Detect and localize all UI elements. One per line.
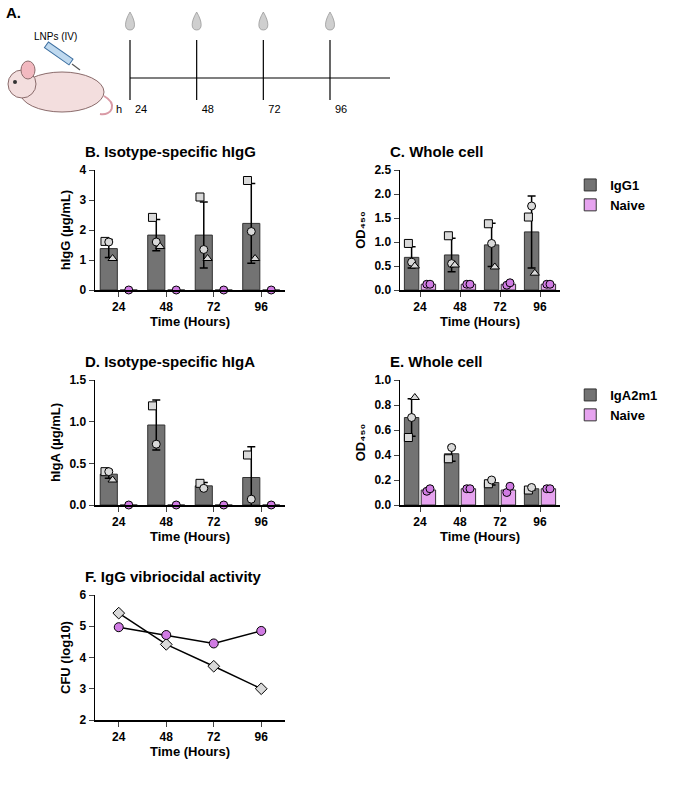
svg-text:IgA2m1: IgA2m1 [610, 388, 657, 403]
svg-text:IgG1: IgG1 [610, 178, 639, 193]
svg-text:B. Isotype-specific hIgG: B. Isotype-specific hIgG [85, 143, 256, 160]
svg-text:4: 4 [79, 651, 86, 665]
svg-text:2.0: 2.0 [374, 187, 391, 201]
svg-text:24: 24 [112, 515, 126, 529]
svg-text:3: 3 [79, 682, 86, 696]
svg-text:1.0: 1.0 [69, 415, 86, 429]
svg-text:24: 24 [135, 103, 147, 115]
svg-text:48: 48 [453, 515, 467, 529]
svg-text:1.0: 1.0 [374, 373, 391, 387]
svg-text:0.5: 0.5 [374, 259, 391, 273]
svg-text:OD₄₅₀: OD₄₅₀ [353, 424, 368, 462]
svg-text:48: 48 [160, 730, 174, 744]
svg-text:48: 48 [160, 515, 174, 529]
svg-text:C. Whole cell: C. Whole cell [390, 143, 483, 160]
svg-text:1.5: 1.5 [69, 373, 86, 387]
svg-text:0.4: 0.4 [374, 448, 391, 462]
svg-text:72: 72 [268, 103, 280, 115]
svg-text:24: 24 [112, 300, 126, 314]
svg-text:LNPs (IV): LNPs (IV) [34, 31, 77, 42]
svg-text:96: 96 [533, 300, 547, 314]
svg-text:Time (Hours): Time (Hours) [150, 314, 230, 329]
svg-text:0.0: 0.0 [374, 498, 391, 512]
svg-text:72: 72 [207, 515, 221, 529]
svg-text:0: 0 [79, 283, 86, 297]
svg-text:Naive: Naive [610, 198, 645, 213]
svg-text:hIgG (µg/mL): hIgG (µg/mL) [58, 190, 73, 270]
svg-text:2.5: 2.5 [374, 163, 391, 177]
svg-text:6: 6 [79, 588, 86, 602]
svg-text:1.5: 1.5 [374, 211, 391, 225]
svg-text:24: 24 [413, 515, 427, 529]
svg-text:Naive: Naive [610, 408, 645, 423]
svg-text:96: 96 [255, 300, 269, 314]
svg-text:5: 5 [79, 619, 86, 633]
svg-text:96: 96 [255, 515, 269, 529]
svg-text:0.0: 0.0 [374, 283, 391, 297]
svg-text:96: 96 [255, 730, 269, 744]
svg-text:D. Isotype-specific hIgA: D. Isotype-specific hIgA [85, 353, 255, 370]
svg-text:CFU (log10): CFU (log10) [58, 621, 73, 694]
svg-text:0.5: 0.5 [69, 457, 86, 471]
svg-text:Time (Hours): Time (Hours) [440, 314, 520, 329]
svg-text:0.6: 0.6 [374, 423, 391, 437]
svg-text:72: 72 [493, 300, 507, 314]
svg-text:hIgA (µg/mL): hIgA (µg/mL) [48, 403, 63, 482]
svg-text:F. IgG vibriocidal activity: F. IgG vibriocidal activity [85, 568, 262, 585]
svg-text:0.8: 0.8 [374, 398, 391, 412]
svg-text:72: 72 [207, 730, 221, 744]
svg-text:72: 72 [493, 515, 507, 529]
svg-text:Time (Hours): Time (Hours) [440, 529, 520, 544]
svg-text:48: 48 [202, 103, 214, 115]
svg-text:72: 72 [207, 300, 221, 314]
svg-text:0.2: 0.2 [374, 473, 391, 487]
svg-text:24: 24 [413, 300, 427, 314]
svg-text:1: 1 [79, 253, 86, 267]
svg-text:Time (Hours): Time (Hours) [150, 744, 230, 759]
svg-text:2: 2 [79, 223, 86, 237]
svg-text:96: 96 [533, 515, 547, 529]
svg-text:OD₄₅₀: OD₄₅₀ [353, 211, 368, 249]
svg-text:2: 2 [79, 713, 86, 727]
svg-text:Time (Hours): Time (Hours) [150, 529, 230, 544]
svg-text:3: 3 [79, 193, 86, 207]
svg-text:48: 48 [160, 300, 174, 314]
svg-text:E. Whole cell: E. Whole cell [390, 353, 483, 370]
svg-text:96: 96 [335, 103, 347, 115]
svg-text:h: h [116, 103, 122, 115]
svg-text:A.: A. [6, 4, 21, 21]
svg-text:4: 4 [79, 163, 86, 177]
svg-text:0.0: 0.0 [69, 498, 86, 512]
svg-text:1.0: 1.0 [374, 235, 391, 249]
svg-text:48: 48 [453, 300, 467, 314]
svg-text:24: 24 [112, 730, 126, 744]
